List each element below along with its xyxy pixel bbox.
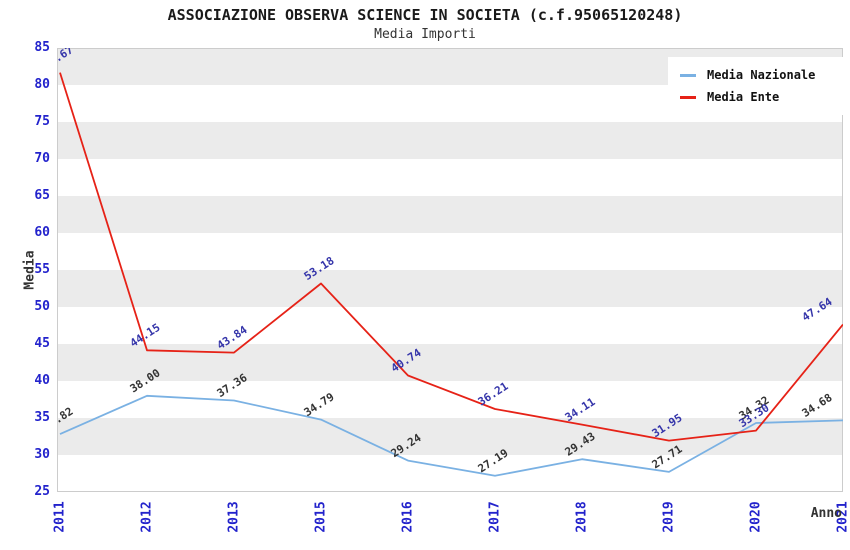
media-nazionale-line-swatch (680, 73, 696, 77)
legend-label-media-ente: Media Ente (707, 90, 780, 104)
series-line-media-ente (59, 72, 843, 442)
legend-label-media-nazionale: Media Nazionale (707, 68, 816, 82)
y-tick: 70 (34, 151, 50, 166)
chart-subtitle: Media Importi (374, 27, 476, 42)
y-tick: 40 (34, 373, 50, 388)
y-tick: 85 (34, 40, 50, 55)
x-tick: 2019 (661, 501, 677, 533)
plot-area: 32.82 38.00 37.36 34.79 29.24 27.19 29.43 27.71… (57, 48, 843, 492)
series-line-media-nazionale (59, 394, 843, 477)
grid-band (57, 196, 843, 233)
y-tick: 30 (34, 447, 50, 462)
x-tick: 2011 (52, 501, 68, 533)
x-tick: 2012 (139, 501, 155, 533)
x-tick: 2015 (313, 501, 329, 533)
x-tick: 2020 (748, 501, 764, 533)
grid-band (57, 270, 843, 307)
x-tick: 2017 (487, 501, 503, 533)
y-tick: 25 (34, 484, 50, 499)
y-tick: 75 (34, 114, 50, 129)
grid-band (57, 418, 843, 455)
y-tick: 60 (34, 225, 50, 240)
x-axis-label: Anno (810, 506, 842, 521)
plot-border (57, 48, 843, 492)
legend-item-media-nazionale: Media Nazionale (680, 64, 846, 86)
data-label-media-nazionale: 34.79 (302, 390, 337, 419)
y-tick: 55 (34, 262, 50, 277)
grid-band (57, 122, 843, 159)
y-tick: 65 (34, 188, 50, 203)
y-tick: 50 (34, 299, 50, 314)
y-tick: 80 (34, 77, 50, 92)
legend: Media Nazionale Media Ente (668, 57, 846, 115)
data-label-media-ente: 36.21 (476, 379, 511, 408)
y-tick: 45 (34, 336, 50, 351)
data-label-media-nazionale: 34.68 (800, 391, 835, 420)
x-tick: 2016 (400, 501, 416, 533)
x-tick: 2013 (226, 501, 242, 533)
x-tick: 2018 (574, 501, 590, 533)
y-tick: 35 (34, 410, 50, 425)
chart-title: ASSOCIAZIONE OBSERVA SCIENCE IN SOCIETA … (167, 6, 683, 24)
media-ente-line-swatch (680, 95, 696, 99)
legend-item-media-ente: Media Ente (680, 86, 846, 108)
grid-band (57, 344, 843, 381)
